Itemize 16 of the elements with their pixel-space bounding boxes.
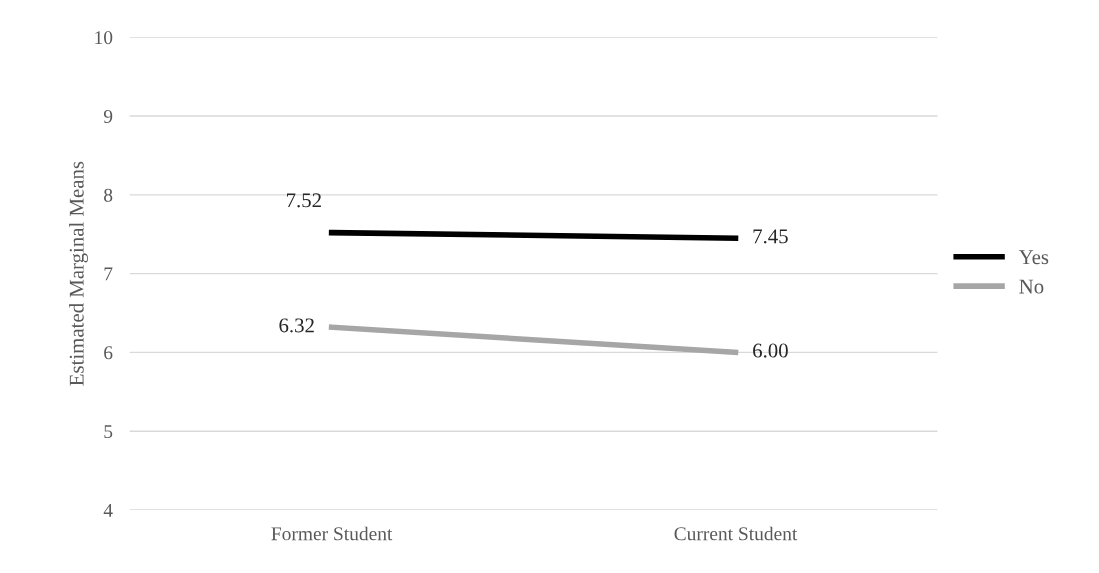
y-tick-label: 10 [95, 31, 113, 45]
data-label: 7.45 [753, 229, 788, 244]
legend-label: No [1019, 279, 1044, 294]
x-tick-label: Former Student [271, 526, 393, 541]
legend-label: Yes [1018, 250, 1049, 265]
y-tick-label: 6 [104, 346, 113, 360]
y-tick-label: 4 [103, 503, 113, 517]
y-tick-label: 5 [104, 425, 113, 439]
data-label: 7.52 [286, 193, 321, 208]
y-axis-title: Estimated Marginal Means [69, 161, 89, 386]
x-tick-label: Current Student [674, 526, 798, 541]
y-tick-label: 8 [104, 188, 113, 202]
data-label: 6.32 [279, 318, 314, 333]
y-tick-label: 7 [104, 267, 113, 281]
data-label: 6.00 [753, 343, 788, 358]
y-tick-label: 9 [103, 109, 113, 123]
